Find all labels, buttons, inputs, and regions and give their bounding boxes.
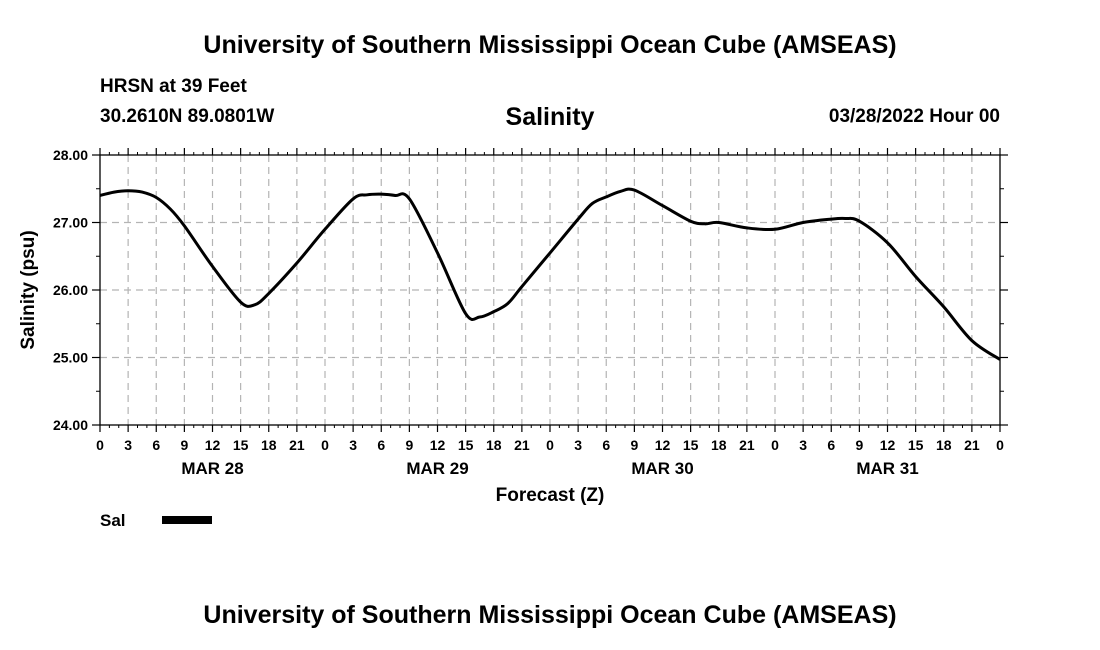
x-tick-label: 12 [205,437,221,453]
x-tick-label: 12 [880,437,896,453]
x-tick-label: 21 [964,437,980,453]
x-tick-label: 0 [96,437,104,453]
x-tick-label: 15 [233,437,249,453]
x-tick-label: 9 [180,437,188,453]
x-tick-label: 0 [321,437,329,453]
coordinates-label: 30.2610N 89.0801W [100,106,275,127]
x-tick-label: 9 [855,437,863,453]
x-tick-label: 18 [486,437,502,453]
x-tick-label: 3 [574,437,582,453]
y-tick-label: 28.00 [53,147,88,163]
x-tick-label: 0 [996,437,1004,453]
x-tick-label: 12 [655,437,671,453]
x-tick-label: 18 [936,437,952,453]
x-tick-label: 9 [405,437,413,453]
series-line-sal [99,187,1001,361]
x-tick-label: 21 [289,437,305,453]
x-tick-label: 18 [261,437,277,453]
x-tick-label: 6 [602,437,610,453]
y-axis-label: Salinity (psu) [18,230,39,349]
x-tick-label: 15 [683,437,699,453]
x-tick-label: 18 [711,437,727,453]
x-day-label: MAR 28 [181,459,243,478]
top-title: University of Southern Mississippi Ocean… [203,31,897,59]
legend-swatch [162,516,212,524]
y-tick-label: 24.00 [53,417,88,433]
x-day-label: MAR 29 [406,459,468,478]
x-tick-label: 0 [771,437,779,453]
timestamp-label: 03/28/2022 Hour 00 [828,106,1000,127]
grid [100,155,1000,425]
x-tick-label: 15 [908,437,924,453]
x-tick-label: 3 [124,437,132,453]
x-tick-label: 0 [546,437,554,453]
y-tick-label: 25.00 [53,350,88,366]
station-label: HRSN at 39 Feet [100,76,247,97]
axis-ticks: 24.00 25.00 26.00 27.00 28.00 0 3 6 9 12 15 18 21 0 3 6… [53,147,1008,478]
x-tick-label: 6 [377,437,385,453]
x-tick-label: 15 [458,437,474,453]
x-tick-label: 3 [799,437,807,453]
x-tick-label: 21 [514,437,530,453]
x-axis-label: Forecast (Z) [496,485,605,506]
legend-label: Sal [100,511,126,530]
x-tick-label: 21 [739,437,755,453]
y-tick-label: 26.00 [53,282,88,298]
x-day-label: MAR 30 [631,459,693,478]
y-tick-label: 27.00 [53,215,88,231]
x-tick-label: 6 [152,437,160,453]
x-tick-label: 12 [430,437,446,453]
x-tick-label: 3 [349,437,357,453]
x-day-label: MAR 31 [856,459,918,478]
x-tick-label: 6 [827,437,835,453]
bottom-title: University of Southern Mississippi Ocean… [203,601,897,629]
x-tick-label: 9 [630,437,638,453]
chart-title: Salinity [506,103,595,131]
